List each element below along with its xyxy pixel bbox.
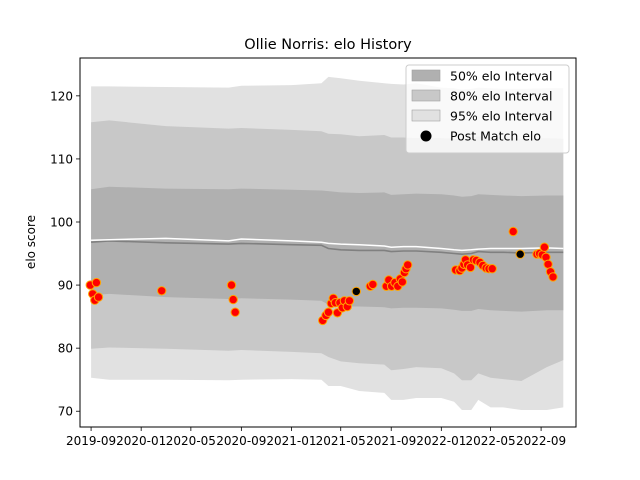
post-match-elo-point <box>93 292 104 302</box>
post-match-elo-legend-marker <box>420 130 432 142</box>
y-tick-label: 90 <box>58 279 73 293</box>
x-tick-label: 2020-01 <box>116 434 166 448</box>
post-match-elo-point <box>487 264 497 274</box>
x-axis: 2019-09 2020-01 2020-05 2020-09 2021-01 2021-… <box>66 427 566 448</box>
plot-frame <box>79 57 577 428</box>
legend-label: 80% elo Interval <box>450 89 552 104</box>
mean-highlight-line <box>91 237 564 252</box>
post-match-elo-point <box>548 272 558 282</box>
x-tick-label: 2022-05 <box>466 434 516 448</box>
x-tick-label: 2020-09 <box>216 434 266 448</box>
y-tick-label: 100 <box>50 216 73 230</box>
legend: 50% elo Interval 80% elo Interval 95% elo … <box>405 64 570 154</box>
post-match-elo-point <box>230 307 240 317</box>
post-match-elo-point <box>508 226 518 237</box>
y-tick-label: 110 <box>50 152 73 166</box>
post-match-elo-point <box>397 277 407 287</box>
80-elo-interval-swatch <box>411 89 441 102</box>
x-tick-label: 2019-09 <box>66 434 116 448</box>
post-match-elo-point <box>539 242 550 252</box>
post-match-elo-point <box>323 307 334 317</box>
post-match-elo-point <box>351 286 361 297</box>
mean-lines <box>91 237 564 256</box>
post-match-points <box>85 226 558 326</box>
mean-line <box>91 240 564 256</box>
legend-label: 50% elo Interval <box>450 69 552 84</box>
y-axis-label: elo score <box>24 215 38 269</box>
y-axis: 70 80 90 100 110 120 <box>50 89 80 419</box>
x-tick-label: 2022-09 <box>516 434 566 448</box>
95-elo-interval-swatch <box>411 109 441 122</box>
post-match-elo-point <box>344 296 355 306</box>
y-tick-label: 120 <box>50 89 73 103</box>
legend-box <box>405 64 570 154</box>
legend-label: 95% elo Interval <box>450 109 552 124</box>
post-match-elo-point <box>368 279 378 290</box>
y-tick-label: 70 <box>58 405 73 419</box>
post-match-elo-point <box>157 286 167 296</box>
post-match-elo-point <box>91 277 102 288</box>
legend-label: Post Match elo <box>450 129 541 144</box>
post-match-elo-point <box>226 280 237 290</box>
x-tick-label: 2020-05 <box>166 434 216 448</box>
50-elo-interval-band <box>91 186 564 312</box>
x-tick-label: 2021-01 <box>266 434 316 448</box>
chart-title: Ollie Norris: elo History <box>244 37 412 53</box>
post-match-elo-point <box>515 249 525 259</box>
50-elo-interval-swatch <box>411 69 441 82</box>
x-tick-label: 2022-01 <box>416 434 466 448</box>
y-tick-label: 80 <box>58 342 73 356</box>
x-tick-label: 2021-09 <box>366 434 416 448</box>
post-match-elo-point <box>228 294 238 305</box>
post-match-elo-point <box>403 260 413 270</box>
x-tick-label: 2021-05 <box>316 434 366 448</box>
